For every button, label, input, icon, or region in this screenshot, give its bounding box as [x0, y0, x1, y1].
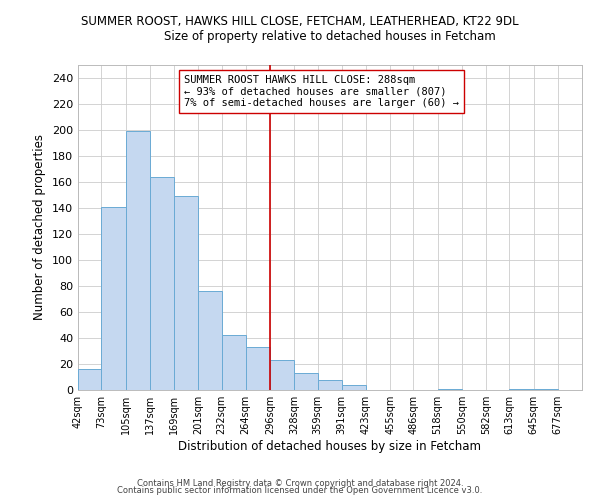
Bar: [533, 388, 558, 390]
Text: SUMMER ROOST HAWKS HILL CLOSE: 288sqm
← 93% of detached houses are smaller (807): SUMMER ROOST HAWKS HILL CLOSE: 288sqm ← …: [184, 74, 459, 108]
Bar: [294, 373, 317, 390]
Bar: [317, 380, 342, 390]
X-axis label: Distribution of detached houses by size in Fetcham: Distribution of detached houses by size …: [179, 440, 482, 453]
Bar: [246, 347, 270, 390]
Bar: [101, 206, 125, 390]
Bar: [437, 388, 462, 390]
Text: Contains public sector information licensed under the Open Government Licence v3: Contains public sector information licen…: [118, 486, 482, 495]
Bar: [270, 360, 294, 390]
Bar: [221, 336, 246, 390]
Y-axis label: Number of detached properties: Number of detached properties: [34, 134, 46, 320]
Bar: [198, 291, 221, 390]
Bar: [342, 385, 366, 390]
Bar: [174, 196, 198, 390]
Bar: [78, 369, 101, 390]
Text: Contains HM Land Registry data © Crown copyright and database right 2024.: Contains HM Land Registry data © Crown c…: [137, 478, 463, 488]
Bar: [150, 177, 174, 390]
Text: SUMMER ROOST, HAWKS HILL CLOSE, FETCHAM, LEATHERHEAD, KT22 9DL: SUMMER ROOST, HAWKS HILL CLOSE, FETCHAM,…: [81, 15, 519, 28]
Bar: [509, 388, 533, 390]
Title: Size of property relative to detached houses in Fetcham: Size of property relative to detached ho…: [164, 30, 496, 43]
Bar: [125, 132, 150, 390]
